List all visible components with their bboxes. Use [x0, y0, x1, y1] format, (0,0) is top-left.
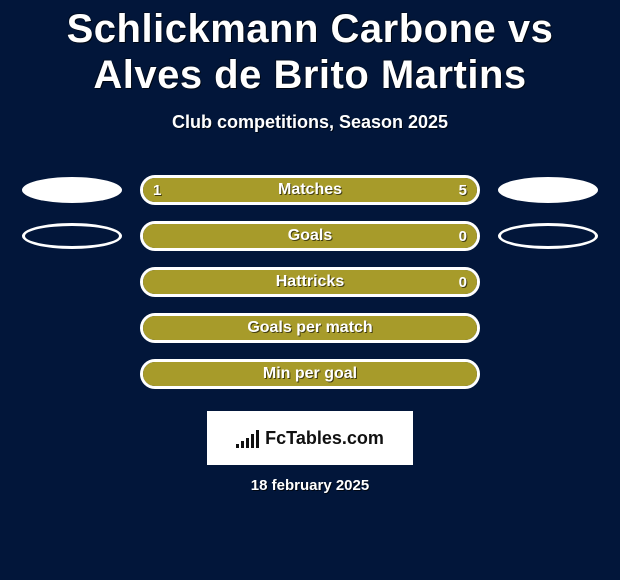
bar-label: Goals [143, 227, 477, 245]
bar-label: Hattricks [143, 273, 477, 291]
left-ellipse [22, 361, 122, 387]
infographic-root: Schlickmann Carbone vs Alves de Brito Ma… [0, 0, 620, 494]
stat-row: Min per goal [8, 351, 612, 397]
right-ellipse [498, 177, 598, 203]
bar-label: Min per goal [143, 365, 477, 383]
stat-bar: Goals0 [140, 221, 480, 251]
stat-bar: Matches1 5 [140, 175, 480, 205]
subtitle: Club competitions, Season 2025 [8, 112, 612, 133]
logo-suffix: .com [342, 428, 384, 448]
stat-row: Matches1 5 [8, 167, 612, 213]
bar-value-right: 0 [449, 224, 477, 248]
logo-main: Tables [286, 428, 342, 448]
stat-row: Goals0 [8, 213, 612, 259]
stat-bar: Hattricks0 [140, 267, 480, 297]
right-ellipse [498, 269, 598, 295]
left-ellipse [22, 223, 122, 249]
bar-label: Matches [143, 181, 477, 199]
stat-bar: Min per goal [140, 359, 480, 389]
logo-bars-icon [236, 428, 259, 448]
stat-rows: Matches15Goals0Hattricks0Goals per match… [8, 167, 612, 397]
stat-row: Goals per match [8, 305, 612, 351]
logo-prefix: Fc [265, 428, 286, 448]
left-ellipse [22, 269, 122, 295]
stat-bar: Goals per match [140, 313, 480, 343]
right-ellipse [498, 223, 598, 249]
bar-label: Goals per match [143, 319, 477, 337]
left-ellipse [22, 315, 122, 341]
date-label: 18 february 2025 [8, 477, 612, 494]
bar-value-right: 5 [449, 178, 477, 202]
right-ellipse [498, 361, 598, 387]
right-ellipse [498, 315, 598, 341]
bar-value-right: 0 [449, 270, 477, 294]
stat-row: Hattricks0 [8, 259, 612, 305]
page-title: Schlickmann Carbone vs Alves de Brito Ma… [8, 0, 612, 98]
bar-value-left: 1 [143, 178, 171, 202]
fctables-logo: FcTables.com [207, 411, 413, 465]
left-ellipse [22, 177, 122, 203]
logo-text: FcTables.com [265, 428, 384, 449]
